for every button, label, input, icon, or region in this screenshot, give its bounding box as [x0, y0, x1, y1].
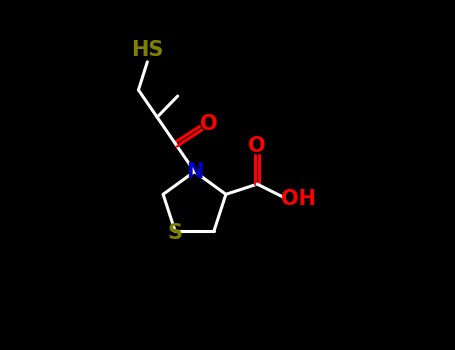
Text: HS: HS	[131, 40, 163, 60]
Text: O: O	[248, 136, 266, 156]
Text: O: O	[201, 114, 218, 134]
Text: S: S	[167, 223, 182, 243]
Text: N: N	[186, 162, 203, 182]
Text: OH: OH	[281, 189, 316, 209]
